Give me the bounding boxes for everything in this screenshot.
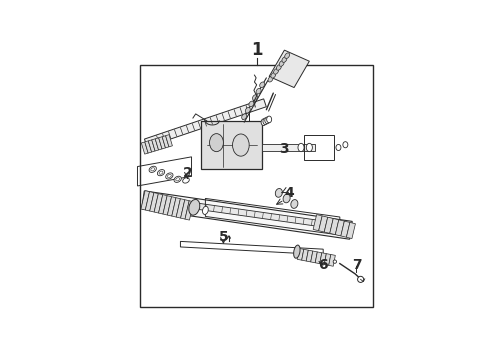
Text: 1: 1 bbox=[251, 41, 263, 59]
Text: 5: 5 bbox=[219, 230, 228, 244]
Polygon shape bbox=[146, 192, 154, 211]
Polygon shape bbox=[346, 222, 355, 239]
Ellipse shape bbox=[233, 134, 249, 156]
Text: 2: 2 bbox=[182, 166, 192, 180]
Ellipse shape bbox=[336, 144, 341, 150]
Ellipse shape bbox=[283, 194, 290, 203]
Ellipse shape bbox=[343, 142, 348, 148]
Polygon shape bbox=[302, 249, 308, 261]
Ellipse shape bbox=[242, 114, 247, 120]
Ellipse shape bbox=[249, 101, 254, 107]
Polygon shape bbox=[142, 191, 352, 239]
Ellipse shape bbox=[260, 82, 265, 87]
Ellipse shape bbox=[267, 116, 271, 123]
Polygon shape bbox=[191, 202, 335, 229]
Ellipse shape bbox=[294, 245, 300, 258]
Polygon shape bbox=[262, 144, 315, 151]
Polygon shape bbox=[311, 251, 318, 263]
Text: 7: 7 bbox=[352, 258, 361, 272]
Ellipse shape bbox=[176, 178, 180, 181]
Ellipse shape bbox=[256, 88, 261, 94]
Polygon shape bbox=[168, 197, 176, 216]
Ellipse shape bbox=[358, 276, 364, 283]
Text: 3: 3 bbox=[279, 141, 289, 156]
Polygon shape bbox=[315, 252, 322, 264]
Text: 4: 4 bbox=[284, 186, 294, 200]
Ellipse shape bbox=[306, 143, 313, 152]
Ellipse shape bbox=[183, 178, 189, 183]
Polygon shape bbox=[313, 215, 322, 231]
Polygon shape bbox=[185, 201, 194, 220]
Ellipse shape bbox=[273, 69, 278, 74]
Ellipse shape bbox=[252, 95, 258, 100]
Bar bbox=[140, 66, 373, 307]
Polygon shape bbox=[306, 250, 313, 262]
Ellipse shape bbox=[166, 173, 173, 179]
Polygon shape bbox=[330, 219, 339, 235]
Ellipse shape bbox=[157, 170, 165, 176]
Ellipse shape bbox=[265, 117, 270, 124]
Ellipse shape bbox=[202, 206, 208, 215]
Bar bbox=[201, 121, 262, 169]
Ellipse shape bbox=[174, 176, 181, 183]
Ellipse shape bbox=[149, 166, 156, 172]
Polygon shape bbox=[148, 140, 155, 152]
Polygon shape bbox=[145, 141, 151, 153]
Polygon shape bbox=[341, 221, 350, 237]
Text: 6: 6 bbox=[318, 258, 328, 272]
Ellipse shape bbox=[276, 65, 281, 70]
Ellipse shape bbox=[189, 199, 200, 215]
Ellipse shape bbox=[245, 108, 250, 113]
Ellipse shape bbox=[275, 189, 282, 197]
Polygon shape bbox=[159, 195, 167, 214]
Polygon shape bbox=[162, 136, 169, 148]
Ellipse shape bbox=[279, 61, 284, 66]
Polygon shape bbox=[159, 137, 166, 149]
Polygon shape bbox=[319, 253, 326, 265]
Ellipse shape bbox=[291, 199, 298, 208]
Polygon shape bbox=[329, 255, 335, 266]
Polygon shape bbox=[150, 193, 158, 212]
Ellipse shape bbox=[210, 134, 223, 152]
Polygon shape bbox=[152, 139, 159, 151]
Polygon shape bbox=[181, 200, 189, 219]
Ellipse shape bbox=[271, 73, 276, 78]
Polygon shape bbox=[335, 220, 344, 236]
Polygon shape bbox=[145, 99, 266, 147]
Polygon shape bbox=[163, 196, 172, 215]
Polygon shape bbox=[154, 194, 163, 213]
Polygon shape bbox=[141, 191, 149, 210]
Polygon shape bbox=[176, 199, 185, 218]
Polygon shape bbox=[172, 198, 180, 217]
Ellipse shape bbox=[285, 53, 290, 58]
Polygon shape bbox=[297, 248, 304, 260]
Ellipse shape bbox=[151, 168, 155, 171]
Polygon shape bbox=[269, 50, 309, 87]
Polygon shape bbox=[166, 135, 172, 147]
Polygon shape bbox=[324, 217, 333, 233]
Ellipse shape bbox=[168, 174, 172, 177]
Ellipse shape bbox=[282, 57, 287, 62]
Ellipse shape bbox=[159, 171, 163, 174]
Polygon shape bbox=[141, 142, 148, 154]
Polygon shape bbox=[155, 138, 162, 150]
Polygon shape bbox=[324, 254, 331, 265]
Polygon shape bbox=[318, 216, 328, 232]
Ellipse shape bbox=[268, 76, 273, 82]
Ellipse shape bbox=[263, 118, 268, 125]
Ellipse shape bbox=[298, 143, 304, 152]
Ellipse shape bbox=[261, 119, 266, 126]
Ellipse shape bbox=[333, 260, 337, 263]
